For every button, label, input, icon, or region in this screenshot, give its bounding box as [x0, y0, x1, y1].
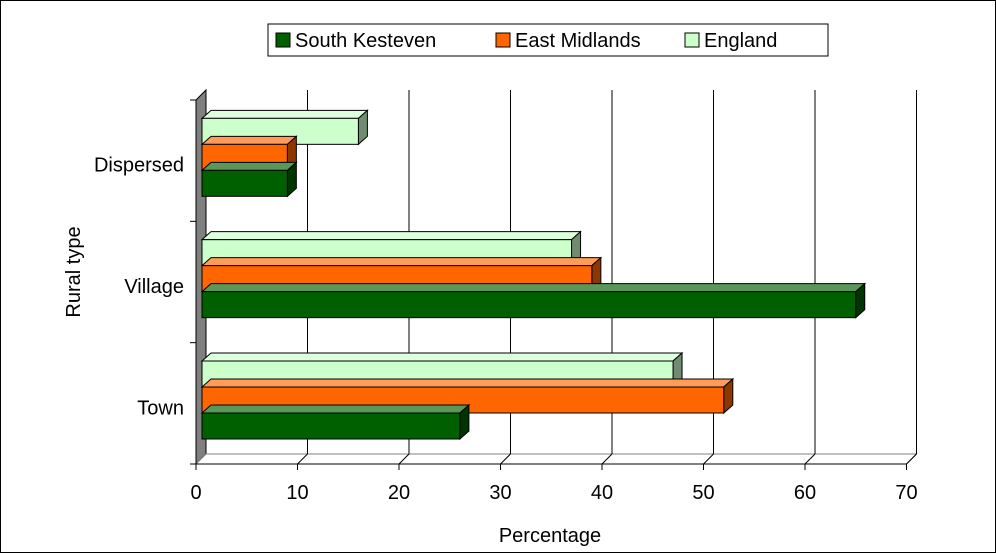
gridline-diagonal — [297, 453, 308, 465]
gridline-diagonal — [703, 453, 714, 465]
bar — [200, 282, 867, 319]
bars — [200, 109, 867, 441]
bar — [200, 161, 298, 198]
legend-label: East Midlands — [515, 30, 641, 52]
bar-front-face — [201, 169, 288, 197]
x-tick-label: 60 — [794, 482, 816, 504]
bar-top-face — [200, 404, 471, 414]
bar-top-face — [200, 283, 867, 293]
bar-top-face — [200, 109, 369, 119]
x-tick-label: 50 — [692, 482, 714, 504]
legend-swatch — [684, 32, 700, 48]
legend: South Kesteven East Midlands England — [267, 23, 829, 57]
floor — [194, 453, 918, 465]
bar-top-face — [200, 231, 582, 241]
bar — [200, 403, 471, 441]
bar-top-face — [200, 352, 684, 362]
bar — [200, 377, 735, 415]
gridline-diagonal — [906, 453, 917, 465]
y-tick-label: Village — [124, 276, 184, 298]
x-tick-label: 10 — [286, 482, 308, 504]
bar-front-face — [201, 291, 857, 319]
x-tick-label: 40 — [591, 482, 613, 504]
y-axis-title: Rural type — [63, 226, 85, 317]
gridline-diagonal — [601, 453, 613, 465]
legend-box — [267, 23, 829, 57]
legend-swatch — [275, 32, 291, 48]
bar-top-face — [200, 378, 735, 388]
bar-top-face — [200, 257, 603, 267]
y-tick-label: Town — [137, 397, 184, 419]
x-tick-label: 70 — [895, 482, 917, 504]
x-tick-label: 20 — [388, 482, 410, 504]
gridline-diagonal — [804, 453, 816, 465]
x-axis-title: Percentage — [499, 525, 601, 547]
bar-front-face — [201, 412, 461, 440]
bar-top-face — [200, 161, 298, 171]
x-tick-label: 30 — [489, 482, 511, 504]
legend-swatch — [495, 32, 511, 48]
legend-label: England — [704, 30, 777, 52]
x-tick-labels: 0 10 20 30 40 50 60 70 — [190, 482, 917, 504]
y-tick-label: Dispersed — [94, 155, 184, 177]
y-tick-labels: Town Village Dispersed — [94, 155, 184, 420]
gridline-diagonal — [398, 453, 410, 465]
x-tick-label: 0 — [190, 482, 201, 504]
legend-label: South Kesteven — [295, 30, 436, 52]
gridline-diagonal — [500, 453, 511, 465]
bar-top-face — [200, 135, 298, 145]
axes — [190, 99, 907, 470]
